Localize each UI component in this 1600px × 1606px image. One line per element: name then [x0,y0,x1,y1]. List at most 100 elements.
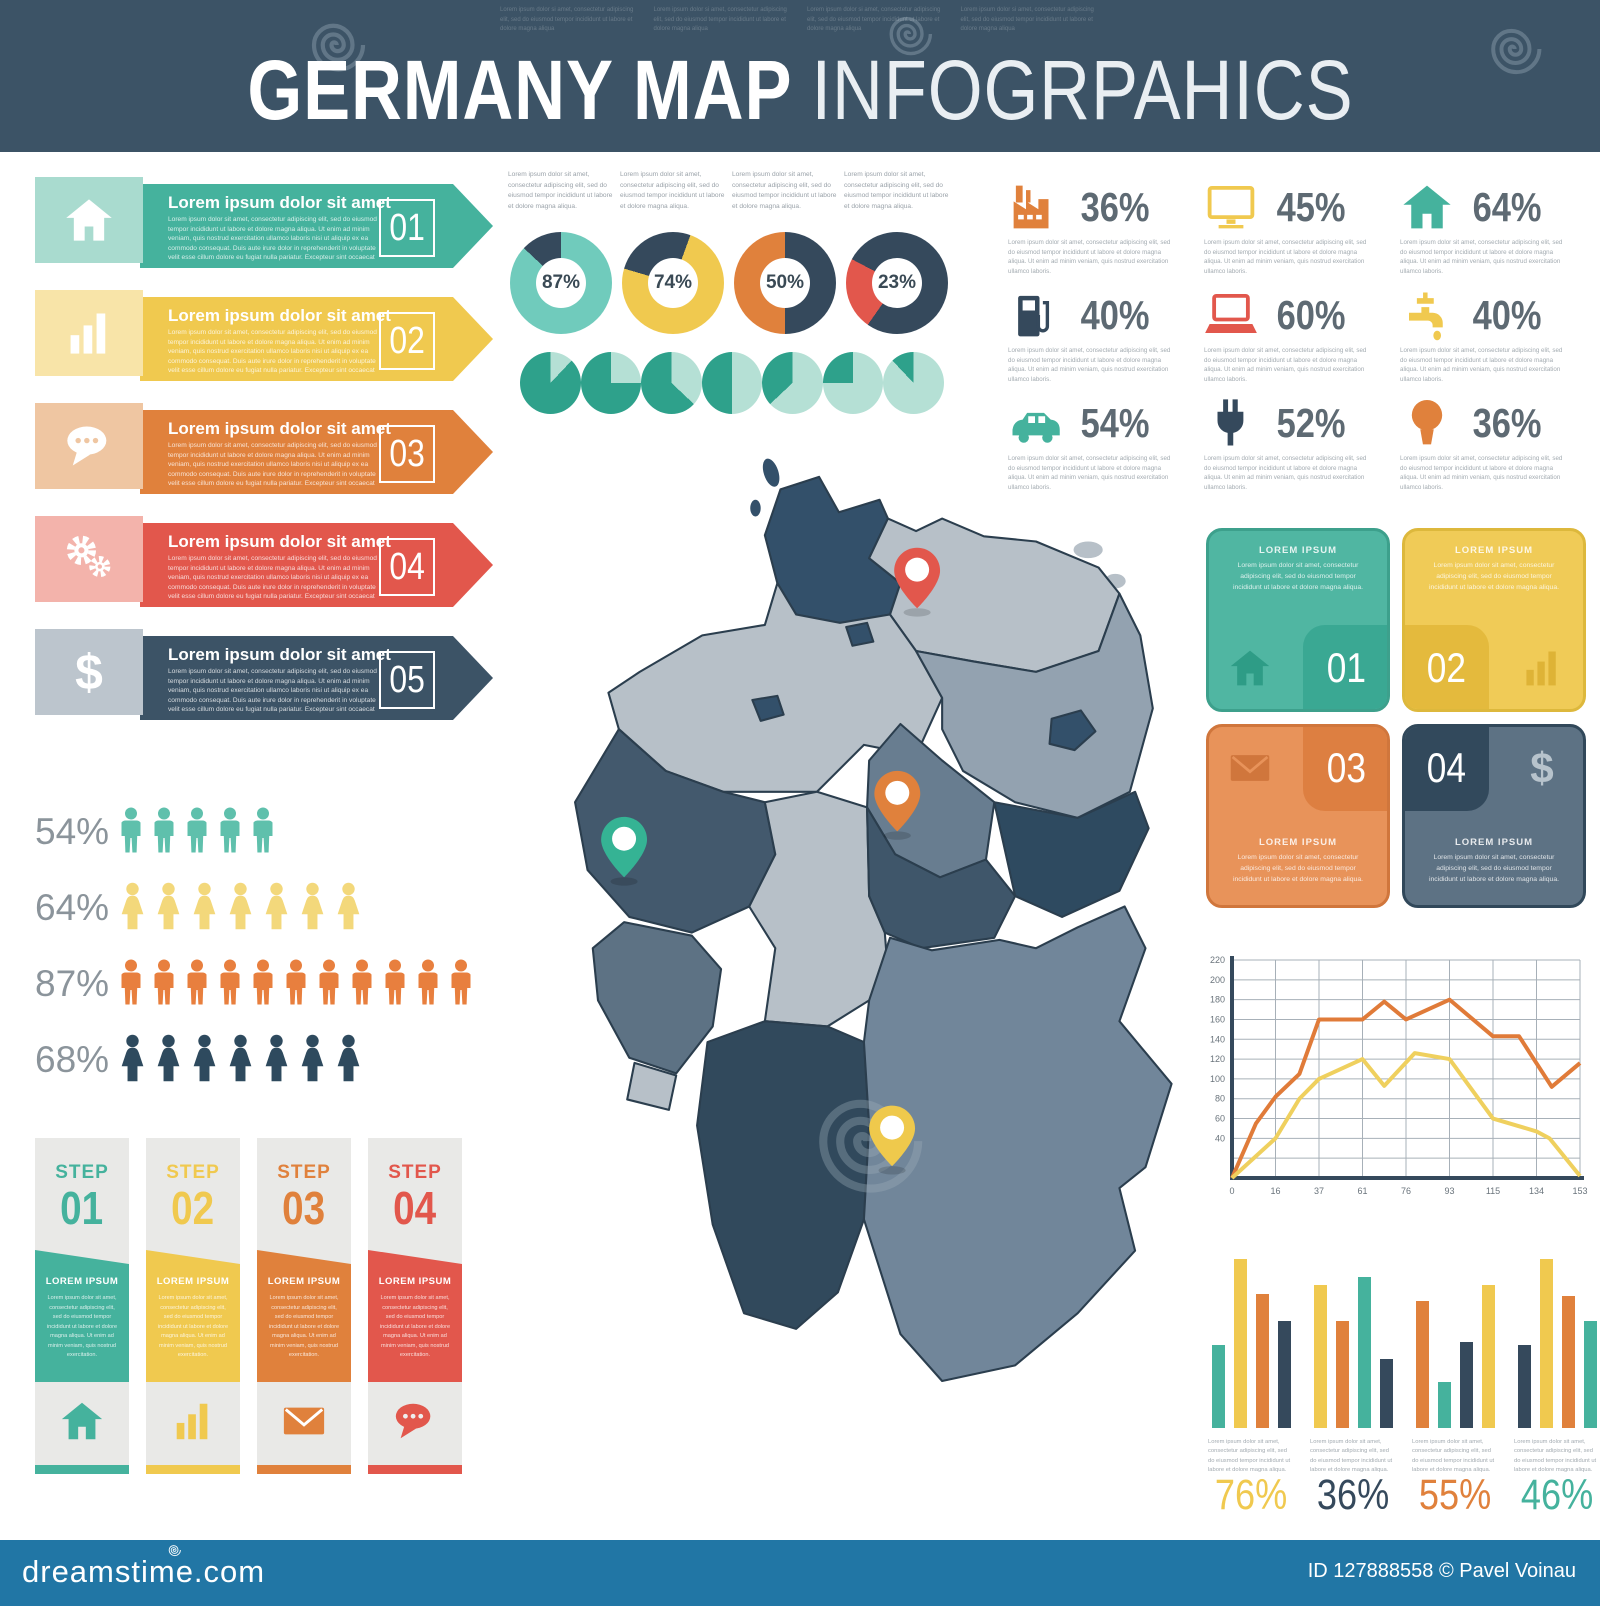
dollar-icon [1499,727,1583,811]
donut-chart-50: 50% [734,232,836,334]
population-value: 64% [35,887,110,928]
map-region [696,1020,871,1330]
stat-bulb: 36% Lorem ipsum dolor sit amet, consecte… [1400,392,1596,500]
man-icon [253,807,273,853]
arrow-banner-number: 03 [379,425,435,483]
man-icon [319,959,339,1005]
arrow-banner-number: 01 [379,199,435,257]
population-pictogram: 54% 64% 87% 68% [35,788,535,1092]
woman-icon [301,882,324,930]
bar [1415,1300,1429,1428]
step-body: Lorem ipsum dolor sit amet, consectetur … [157,1295,229,1358]
stat-monitor: 45% Lorem ipsum dolor sit amet, consecte… [1204,176,1400,284]
dreamstime-logo: dreamstime.com [22,1545,265,1590]
woman-icon [265,1034,288,1082]
stat-gas-pump: 40% Lorem ipsum dolor sit amet, consecte… [1008,284,1204,392]
step-title: LOREM IPSUM [267,1276,341,1287]
stat-value: 45% [1276,183,1346,230]
square-number-tile: 01 [1303,625,1387,709]
step-panel: LOREM IPSUM Lorem ipsum dolor sit amet, … [146,1250,240,1382]
man-icon [121,959,141,1005]
step-body: Lorem ipsum dolor sit amet, consectetur … [379,1295,451,1358]
envelope-icon [281,1398,327,1444]
svg-text:80: 80 [1215,1094,1225,1104]
population-row: 64% [35,864,535,938]
step-panel: LOREM IPSUM Lorem ipsum dolor sit amet, … [257,1250,351,1382]
svg-text:60: 60 [1215,1114,1225,1124]
bar-percentage: 55% [1418,1471,1492,1519]
bar-percentage: 36% [1316,1471,1390,1519]
square-title: LOREM IPSUM [1258,837,1338,848]
arrow-banner-number: 05 [379,651,435,709]
step-title: LOREM IPSUM [45,1276,119,1287]
donut-chart-74: 74% [622,232,724,334]
mini-pie-chart [701,352,763,414]
arrow-banner-title: Lorem ipsum dolor sit amet [168,645,391,664]
svg-text:61: 61 [1357,1186,1367,1196]
bar-chart-icon-tile [35,290,143,376]
mini-pie-chart [641,352,702,414]
arrow-banner-05: Lorem ipsum dolor sit amet Lorem ipsum d… [35,624,493,722]
arrow-banner-text: Lorem ipsum dolor sit amet, consectetur … [168,668,377,713]
stat-value: 36% [1472,399,1542,446]
map-region [845,621,875,647]
population-row: 54% [35,788,535,862]
man-icon [154,807,174,853]
header-banner: Lorem ipsum dolor si amet, consectetur a… [0,0,1600,152]
woman-icon [337,882,360,930]
woman-icon [193,882,216,930]
donut-caption: Lorem ipsum dolor sit amet, consectetur … [620,171,725,210]
population-row: 68% [35,1016,535,1090]
mini-pie-chart [520,352,581,414]
map-region [626,1061,678,1111]
bar [1583,1321,1597,1428]
spiral-icon [168,1545,181,1557]
donut-value: 87% [541,272,581,293]
bar [1481,1285,1495,1428]
map-region [993,790,1150,918]
bulb-icon [1400,396,1454,450]
stat-factory: 36% Lorem ipsum dolor sit amet, consecte… [1008,176,1204,284]
step-columns: STEP 01 LOREM IPSUM Lorem ipsum dolor si… [35,1138,475,1474]
arrow-banner-title: Lorem ipsum dolor sit amet [168,532,391,551]
step-panel: LOREM IPSUM Lorem ipsum dolor sit amet, … [368,1250,462,1382]
square-title: LOREM IPSUM [1454,837,1534,848]
arrow-banner-number: 04 [379,538,435,596]
step-label: STEP [388,1162,442,1183]
mini-pie-row [520,352,945,414]
bar-columns [1412,1256,1498,1428]
arrow-banner-bar: Lorem ipsum dolor sit amet Lorem ipsum d… [140,636,493,720]
watermark-footer: dreamstime.com ID 127888558 © Pavel Voin… [0,1540,1600,1606]
step-title: LOREM IPSUM [378,1276,452,1287]
step-number: 02 [171,1182,215,1234]
home-icon [1209,625,1293,709]
bar [1211,1345,1225,1428]
svg-text:134: 134 [1529,1186,1544,1196]
stat-caption: Lorem ipsum dolor sit amet, consectetur … [1400,347,1563,382]
bar-caption: Lorem ipsum dolor sit amet, consectetur … [1310,1439,1393,1472]
donut-chart-23: 23% [846,232,948,334]
map-region [862,905,1173,1383]
bar-group-76: Lorem ipsum dolor sit amet, consectetur … [1208,1256,1294,1519]
man-icon [187,959,207,1005]
svg-text:76: 76 [1401,1186,1411,1196]
home-icon [59,1398,105,1444]
stat-caption: Lorem ipsum dolor sit amet, consectetur … [1400,455,1563,490]
step-panel: LOREM IPSUM Lorem ipsum dolor sit amet, … [35,1250,129,1382]
map-region [1048,709,1097,752]
header-fine-print-col: Lorem ipsum dolor si amet, consectetur a… [500,7,634,33]
chat-icon-tile [35,403,143,489]
chat-icon [63,420,115,472]
person-icons [117,950,475,1014]
donut-value: 74% [653,272,693,293]
man-icon [253,959,273,1005]
arrow-banner-text: Lorem ipsum dolor sit amet, consectetur … [168,329,377,374]
arrow-banner-02: Lorem ipsum dolor sit amet Lorem ipsum d… [35,285,493,383]
woman-icon [157,882,180,930]
map-region [751,694,785,722]
step-number: 03 [282,1182,326,1234]
man-icon [418,959,438,1005]
bar-caption: Lorem ipsum dolor sit amet, consectetur … [1514,1439,1597,1472]
mini-pie-chart [580,352,642,414]
